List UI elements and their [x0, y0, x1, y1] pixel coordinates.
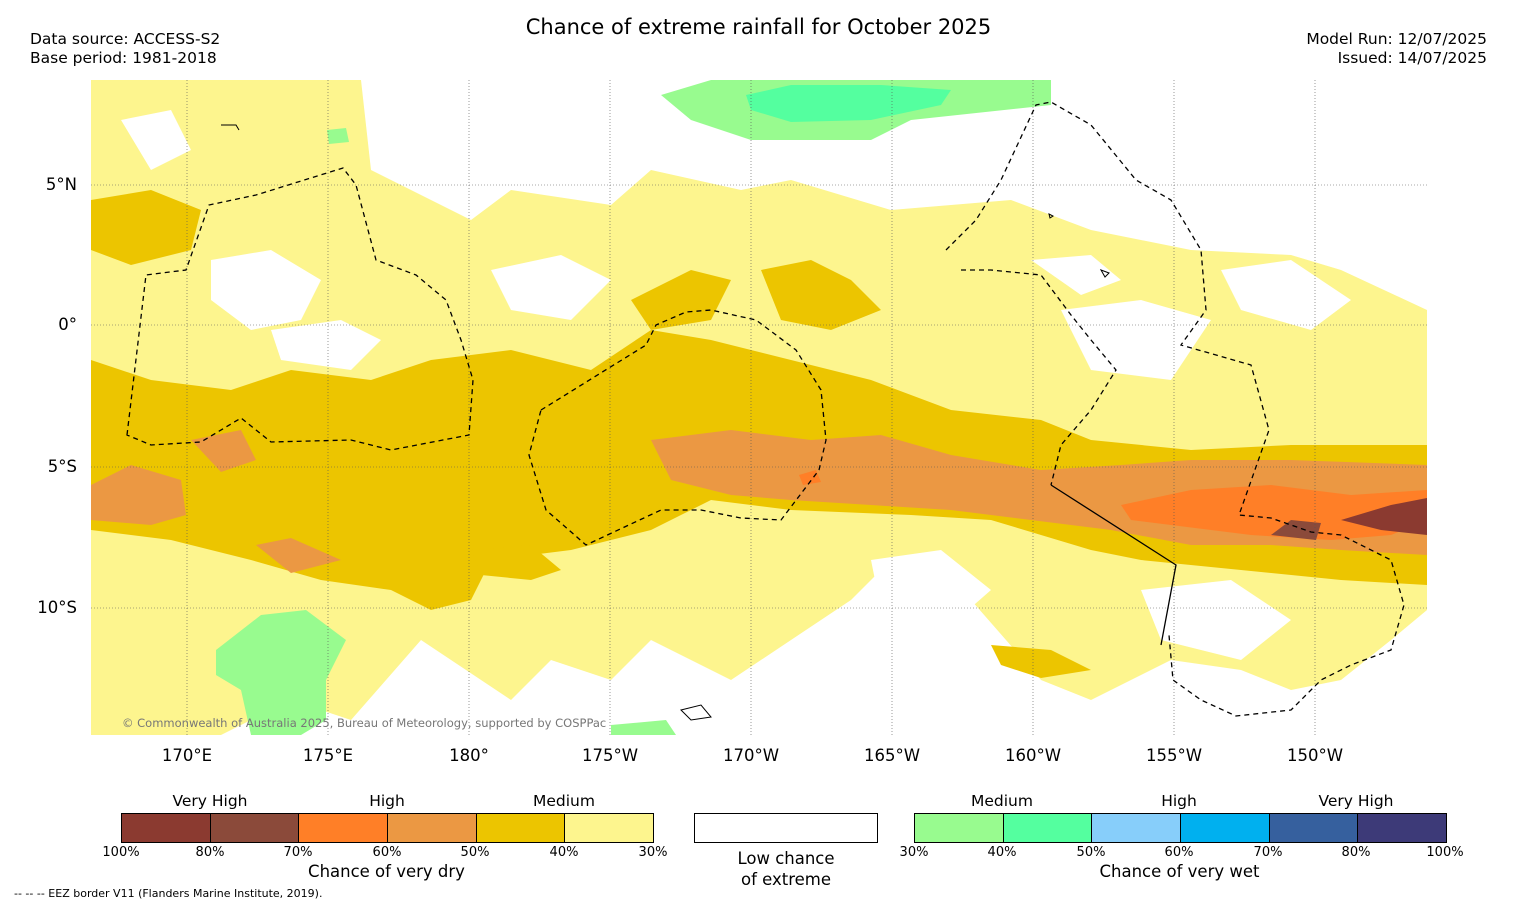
wet-swatch-2	[1003, 814, 1093, 842]
low-chance-hole	[491, 255, 611, 320]
low-chance-hole	[211, 250, 321, 330]
dry-colorbar	[121, 813, 654, 843]
solid-border	[1050, 484, 1177, 646]
dry-40-patch	[991, 645, 1091, 678]
gridlines	[91, 80, 1427, 735]
dry-level-medium: Medium	[533, 792, 595, 810]
island	[1048, 213, 1054, 219]
island	[221, 124, 240, 131]
dry-60-patch	[1121, 485, 1427, 540]
low-chance-hole	[871, 550, 991, 625]
low-chance-label: Low chance of extreme	[694, 848, 878, 890]
wet-swatch-3	[1092, 814, 1182, 842]
wet-swatch-4	[1181, 814, 1270, 842]
dry-tick: 30%	[638, 845, 668, 860]
lat-label-5n: 5°N	[45, 175, 77, 194]
dry-80-patch	[1341, 498, 1427, 535]
lon-label: 165°W	[863, 746, 921, 765]
island	[680, 704, 712, 721]
dry-swatch-3	[299, 814, 389, 842]
low-chance-hole	[1031, 255, 1121, 295]
lon-label: 170°W	[722, 746, 780, 765]
data-source: Data source: ACCESS-S2	[30, 30, 221, 48]
low-chance-hole	[1061, 300, 1211, 380]
wet-30-region	[216, 610, 346, 735]
dry-40-patch	[631, 270, 731, 330]
wet-caption: Chance of very wet	[1099, 862, 1260, 881]
dry-40-patch	[761, 260, 881, 330]
dry-swatch-4	[388, 814, 477, 842]
dry-tick: 70%	[283, 845, 313, 860]
wet-30-region	[611, 720, 676, 735]
low-chance-hole	[1221, 260, 1351, 330]
lon-label: 155°W	[1145, 746, 1203, 765]
dry-50-patch	[91, 465, 186, 525]
wet-tick: 80%	[1341, 845, 1371, 860]
eez-tokelau	[528, 309, 827, 546]
lon-label: 175°E	[302, 746, 354, 765]
dry-tick: 60%	[372, 845, 402, 860]
wet-tick: 40%	[987, 845, 1017, 860]
lat-label-5s: 5°S	[47, 457, 77, 476]
wet-swatch-1	[915, 814, 1004, 842]
dry-40-patch	[471, 545, 561, 580]
dry-level-very-high: Very High	[172, 792, 248, 810]
low-chance-line2: of extreme	[740, 870, 832, 889]
issued-date: Issued: 14/07/2025	[1337, 49, 1487, 67]
island	[1099, 269, 1110, 278]
dry-50-patch	[191, 430, 256, 472]
map-title: Chance of extreme rainfall for October 2…	[525, 15, 992, 39]
wet-colorbar	[914, 813, 1447, 843]
copyright-notice: © Commonwealth of Australia 2025, Bureau…	[122, 716, 607, 730]
dry-caption: Chance of very dry	[308, 862, 465, 881]
wet-level-medium: Medium	[971, 792, 1033, 810]
map-canvas	[91, 80, 1427, 735]
wet-tick: 60%	[1164, 845, 1194, 860]
dry-40-patch	[91, 190, 201, 265]
wet-tick: 30%	[899, 845, 929, 860]
wet-level-high: High	[1161, 792, 1197, 810]
low-chance-hole	[121, 110, 191, 170]
lon-label: 170°E	[161, 746, 213, 765]
low-chance-line1: Low chance	[737, 849, 835, 868]
wet-swatch-6	[1358, 814, 1447, 842]
dry-level-high: High	[369, 792, 405, 810]
model-run: Model Run: 12/07/2025	[1306, 30, 1487, 48]
meta-left: Data source: ACCESS-S2 Base period: 1981…	[30, 30, 220, 68]
dry-swatch-5	[476, 814, 566, 842]
dry-70-patch	[1271, 520, 1321, 540]
eez-borders	[126, 101, 1405, 717]
dry-tick: 100%	[102, 845, 140, 860]
lat-label-0: 0°	[58, 315, 77, 334]
lon-label: 180°	[449, 746, 489, 765]
lon-label: 150°W	[1286, 746, 1344, 765]
wet-level-very-high: Very High	[1318, 792, 1394, 810]
lon-label: 160°W	[1004, 746, 1062, 765]
eez-phoenix	[961, 269, 1117, 486]
dry-tick: 50%	[460, 845, 490, 860]
low-chance-swatch	[694, 813, 878, 843]
base-period: Base period: 1981-2018	[30, 49, 217, 67]
low-chance-hole	[271, 320, 381, 370]
islands	[221, 124, 1110, 721]
lat-label-10s: 10°S	[37, 598, 77, 617]
low-chance-hole	[1141, 580, 1291, 660]
dry-swatch-2	[210, 814, 300, 842]
meta-right: Model Run: 12/07/2025 Issued: 14/07/2025	[1306, 30, 1487, 68]
wet-30-region	[327, 128, 349, 144]
rainfall-map	[91, 80, 1427, 735]
dry-tick: 80%	[195, 845, 225, 860]
wet-tick: 50%	[1076, 845, 1106, 860]
wet-swatch-5	[1269, 814, 1359, 842]
dry-swatch-1	[122, 814, 211, 842]
wet-tick: 100%	[1426, 845, 1464, 860]
lon-label: 175°W	[581, 746, 639, 765]
dry-50-patch	[256, 538, 341, 573]
dry-swatch-6	[565, 814, 654, 842]
dry-tick: 40%	[549, 845, 579, 860]
wet-tick: 70%	[1253, 845, 1283, 860]
eez-border-note: -- -- -- EEZ border V11 (Flanders Marine…	[14, 887, 323, 900]
wet-40-region	[746, 85, 951, 122]
